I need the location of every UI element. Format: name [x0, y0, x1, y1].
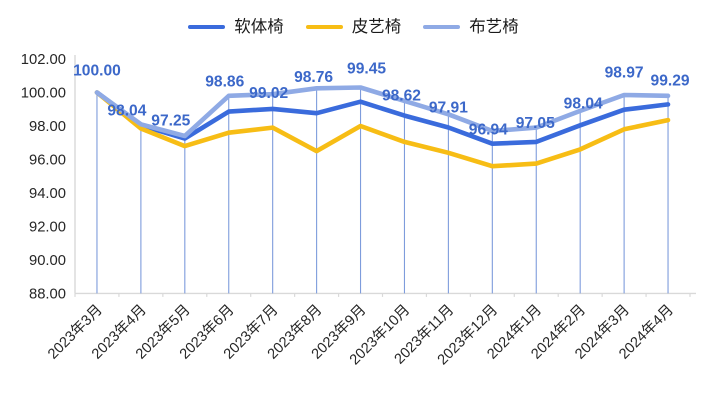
data-label: 99.02: [249, 85, 288, 102]
y-tick-label: 90.00: [29, 253, 66, 269]
legend-label: 皮艺椅: [351, 17, 402, 36]
data-label: 97.25: [151, 113, 190, 130]
series-line-软体椅: [94, 90, 671, 146]
y-tick-label: 92.00: [29, 220, 66, 236]
y-tick-label: 94.00: [29, 186, 66, 202]
data-label: 98.62: [382, 88, 421, 105]
legend-swatch-icon: [423, 24, 461, 30]
y-tick-label: 98.00: [29, 119, 66, 135]
legend-item-3[interactable]: 布艺椅: [423, 19, 519, 36]
legend-item-1[interactable]: 软体椅: [188, 19, 284, 36]
legend-item-2[interactable]: 皮艺椅: [305, 17, 402, 36]
data-label: 97.05: [516, 115, 555, 132]
data-label: 96.94: [469, 122, 508, 139]
data-label: 98.04: [564, 95, 603, 112]
data-label: 98.04: [107, 102, 146, 119]
series-line-布艺椅: [94, 85, 671, 139]
data-label: 98.76: [294, 69, 333, 86]
y-tick-label: 96.00: [29, 153, 66, 169]
y-tick-label: 100.00: [21, 86, 66, 102]
data-label: 98.97: [605, 65, 644, 82]
legend-label: 布艺椅: [469, 17, 519, 36]
legend-label: 软体椅: [234, 17, 284, 36]
data-label: 100.00: [73, 62, 121, 79]
y-tick-label: 88.00: [29, 287, 66, 303]
data-label: 99.45: [347, 61, 386, 78]
legend-swatch-icon: [305, 24, 343, 30]
data-label: 98.86: [205, 74, 244, 91]
data-label: 99.29: [651, 72, 690, 89]
y-tick-label: 102.00: [21, 52, 66, 68]
chart-legend: 软体椅 皮艺椅 布艺椅: [0, 14, 707, 40]
series-line-皮艺椅: [94, 90, 671, 169]
legend-swatch-icon: [188, 24, 226, 30]
data-label: 97.91: [429, 99, 468, 116]
